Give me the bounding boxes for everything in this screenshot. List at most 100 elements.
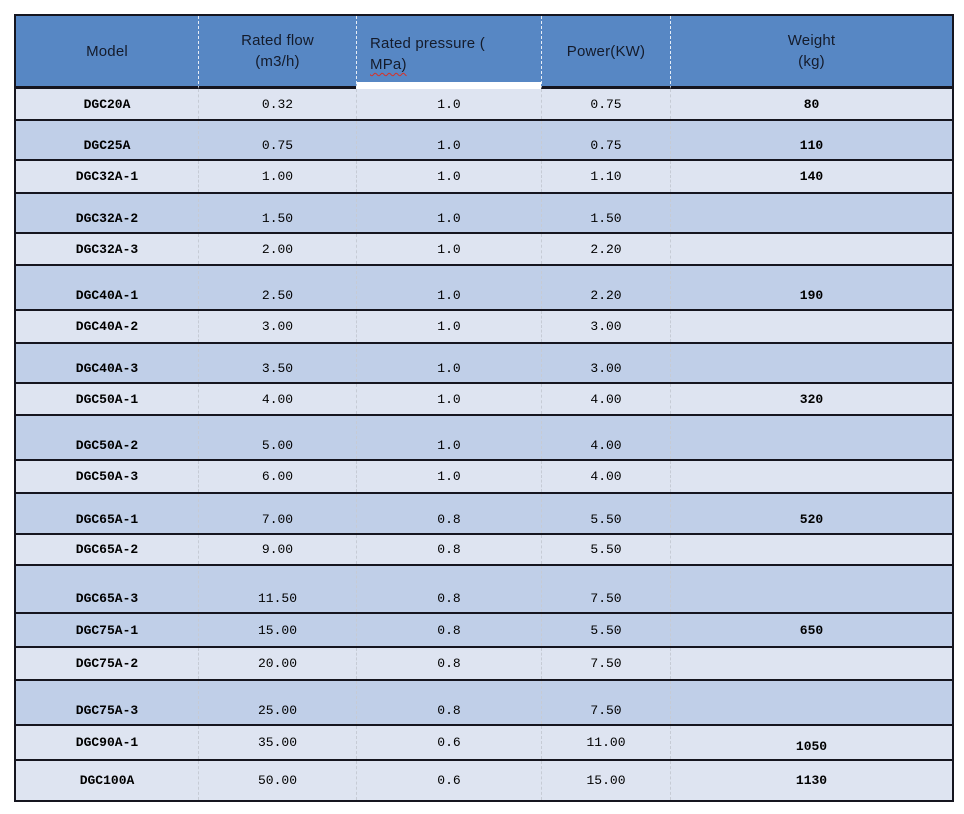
pressure-cell: 0.6 [356,761,541,800]
power-cell: 3.00 [541,344,670,382]
pressure-cell: 0.8 [356,648,541,679]
table-row: DGC75A-3 25.00 0.8 7.50 [16,679,952,724]
power-cell: 2.20 [541,234,670,264]
flow-cell: 20.00 [198,648,356,679]
pressure-cell: 0.8 [356,535,541,564]
table-row: DGC32A-3 2.00 1.0 2.20 [16,232,952,264]
power-cell: 7.50 [541,681,670,724]
pressure-cell: 0.8 [356,614,541,646]
weight-cell [670,194,952,232]
flow-cell: 4.00 [198,384,356,414]
power-cell: 0.75 [541,89,670,119]
table-row: DGC100A 50.00 0.6 15.00 1130 [16,759,952,800]
power-cell: 1.50 [541,194,670,232]
model-cell: DGC40A-2 [75,319,139,334]
header-model: Model [16,16,198,89]
header-weight: Weight (kg) [670,16,952,89]
table-row: DGC75A-1 15.00 0.8 5.50 650 [16,612,952,646]
table-row: DGC65A-2 9.00 0.8 5.50 [16,533,952,564]
power-cell: 5.50 [541,614,670,646]
weight-cell: 650 [670,614,952,646]
pressure-cell: 1.0 [356,311,541,342]
table-row: DGC90A-1 35.00 0.6 11.00 1050 [16,724,952,759]
power-cell: 7.50 [541,648,670,679]
flow-cell: 3.00 [198,311,356,342]
power-cell: 4.00 [541,416,670,459]
power-cell: 2.20 [541,266,670,309]
model-cell: DGC90A-1 [75,735,139,750]
header-pressure-line2: MPa) [370,56,407,73]
table-row: DGC50A-1 4.00 1.0 4.00 320 [16,382,952,414]
power-cell: 3.00 [541,311,670,342]
weight-cell [670,311,952,342]
power-cell: 15.00 [541,761,670,800]
flow-cell: 9.00 [198,535,356,564]
table-row: DGC50A-3 6.00 1.0 4.00 [16,459,952,492]
pressure-cell: 0.8 [356,566,541,612]
weight-cell: 520 [670,494,952,533]
model-cell: DGC65A-1 [75,512,139,527]
flow-cell: 11.50 [198,566,356,612]
pressure-cell: 0.8 [356,681,541,724]
pressure-cell: 1.0 [356,194,541,232]
flow-cell: 0.32 [198,89,356,119]
table-row: DGC32A-2 1.50 1.0 1.50 [16,192,952,232]
weight-cell [670,416,952,459]
weight-cell [670,566,952,612]
flow-cell: 6.00 [198,461,356,492]
weight-cell: 1130 [670,761,952,800]
flow-cell: 0.75 [198,121,356,159]
weight-cell [670,535,952,564]
weight-cell [670,648,952,679]
header-power: Power(KW) [541,16,670,89]
weight-cell: 140 [670,161,952,192]
pressure-cell: 1.0 [356,89,541,119]
header-rated-pressure: Rated pressure ( MPa) [356,16,541,89]
table-body: DGC20A 0.32 1.0 0.75 80 DGC25A 0.75 1.0 0.75 110 D… [16,89,952,800]
model-cell: DGC65A-3 [75,591,139,606]
pressure-cell: 1.0 [356,121,541,159]
pressure-cell: 1.0 [356,384,541,414]
header-weight-line1: Weight [787,32,836,49]
pressure-cell: 0.8 [356,494,541,533]
table-row: DGC65A-3 11.50 0.8 7.50 [16,564,952,612]
header-model-label: Model [86,42,128,60]
header-rated-flow: Rated flow (m3/h) [198,16,356,89]
pressure-cell: 0.6 [356,726,541,759]
table-row: DGC40A-1 2.50 1.0 2.20 190 [16,264,952,309]
model-cell: DGC75A-2 [75,656,139,671]
power-cell: 4.00 [541,461,670,492]
flow-cell: 35.00 [198,726,356,759]
header-flow-line1: Rated flow [241,32,314,49]
model-cell: DGC32A-2 [75,211,139,226]
flow-cell: 2.00 [198,234,356,264]
table-row: DGC75A-2 20.00 0.8 7.50 [16,646,952,679]
flow-cell: 5.00 [198,416,356,459]
model-cell: DGC75A-1 [75,622,139,638]
weight-cell: 190 [670,266,952,309]
power-cell: 5.50 [541,494,670,533]
header-power-label: Power(KW) [566,42,646,60]
power-cell: 7.50 [541,566,670,612]
model-cell: DGC32A-1 [75,169,139,184]
power-cell: 4.00 [541,384,670,414]
table-row: DGC65A-1 7.00 0.8 5.50 520 [16,492,952,533]
weight-cell: 110 [670,121,952,159]
model-cell: DGC40A-3 [75,361,139,376]
pressure-cell: 1.0 [356,461,541,492]
flow-cell: 7.00 [198,494,356,533]
flow-cell: 1.50 [198,194,356,232]
model-cell: DGC50A-3 [75,469,139,484]
pressure-cell: 1.0 [356,344,541,382]
flow-cell: 50.00 [198,761,356,800]
table-row: DGC40A-2 3.00 1.0 3.00 [16,309,952,342]
weight-cell: 80 [670,89,952,119]
header-flow-line2: (m3/h) [255,53,300,70]
flow-cell: 2.50 [198,266,356,309]
model-cell: DGC100A [79,773,135,788]
flow-cell: 15.00 [198,614,356,646]
weight-cell: 1050 [670,726,952,759]
pressure-cell: 1.0 [356,161,541,192]
power-cell: 1.10 [541,161,670,192]
